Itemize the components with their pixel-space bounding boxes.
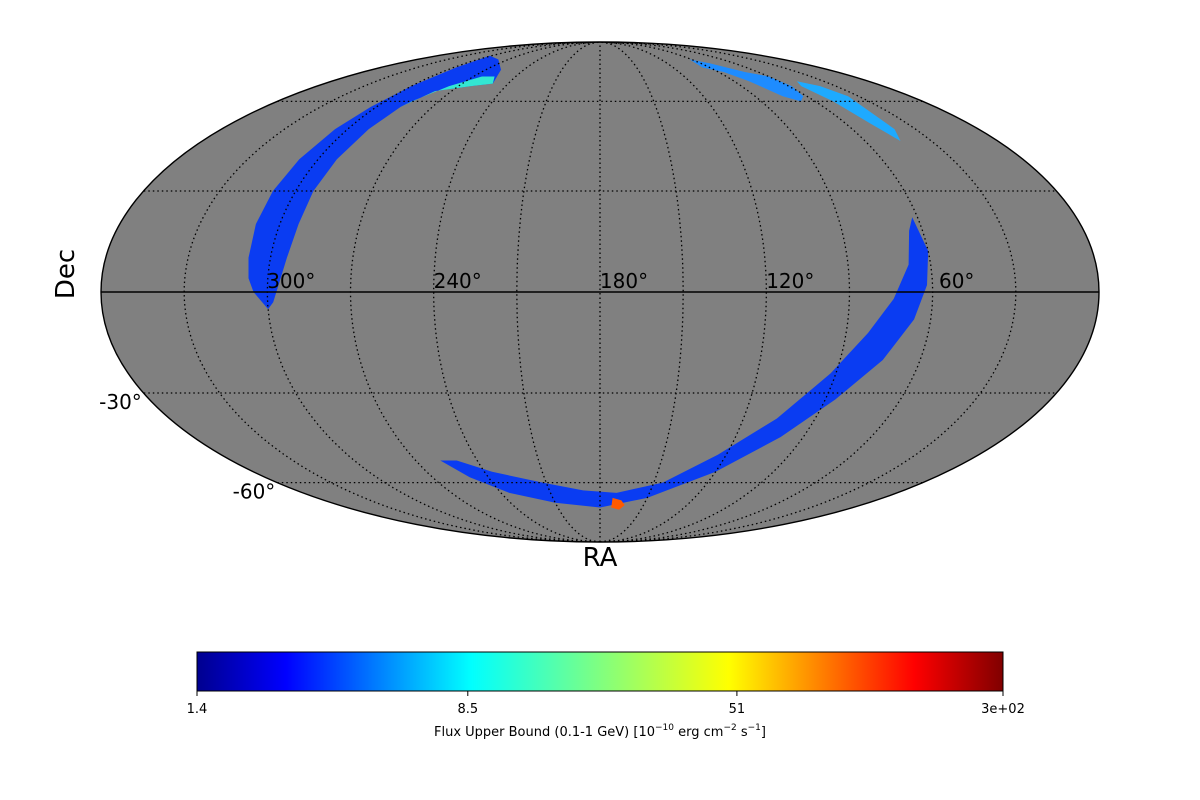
colorbar-tick-label: 51 <box>729 702 746 717</box>
ra-tick-label: 120° <box>766 269 814 293</box>
colorbar: 1.4 8.5 51 3e+02 Flux Upper Bound (0.1-1 Ge… <box>187 651 1025 740</box>
colorbar-tick-label: 8.5 <box>457 702 478 717</box>
colorbar-gradient <box>196 651 1004 692</box>
dec-tick-label: -60° <box>233 480 276 504</box>
colorbar-ticks: 1.4 8.5 51 3e+02 <box>187 691 1025 717</box>
ra-tick-labels: 300° 240° 180° 120° 60° <box>267 269 974 293</box>
ra-tick-label: 240° <box>434 269 482 293</box>
region-northeast-patch-a <box>689 59 804 102</box>
dec-tick-labels: -30° -60° <box>99 390 275 504</box>
region-northwest-tip <box>400 76 495 107</box>
ra-axis-title: RA <box>583 543 618 573</box>
colorbar-label: Flux Upper Bound (0.1-1 GeV) [10−10 erg … <box>434 723 766 740</box>
region-northeast-patch-b <box>796 81 901 141</box>
ra-tick-label: 180° <box>600 269 648 293</box>
coverage-regions <box>248 55 929 510</box>
dec-axis-title: Dec <box>51 249 81 299</box>
region-southern-hotspot <box>611 497 625 510</box>
sky-outline <box>100 41 1100 543</box>
region-southern-arc <box>440 217 929 508</box>
ra-tick-label: 300° <box>267 269 315 293</box>
meridian-line <box>433 42 601 542</box>
colorbar-tick-label: 1.4 <box>187 702 208 717</box>
meridian-line <box>599 42 767 542</box>
ra-tick-label: 60° <box>939 269 974 293</box>
dec-tick-label: -30° <box>99 390 142 414</box>
colorbar-tick-label: 3e+02 <box>981 702 1025 717</box>
